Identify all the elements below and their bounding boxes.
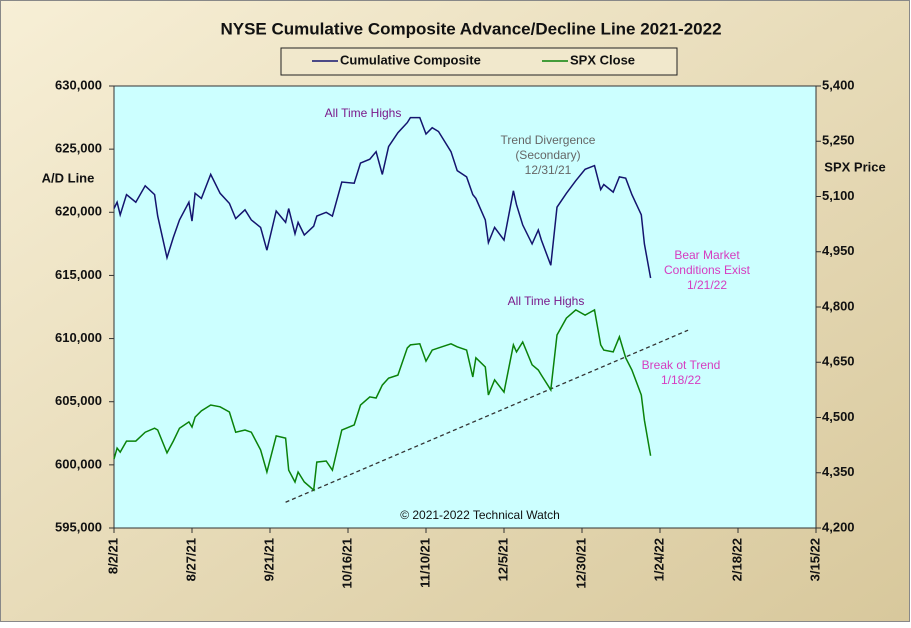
y2-axis-label: SPX Price bbox=[824, 159, 885, 174]
x-tick-label: 3/15/22 bbox=[807, 538, 822, 581]
y2-tick-label: 4,350 bbox=[822, 464, 855, 479]
legend bbox=[280, 47, 678, 76]
y-tick-label: 605,000 bbox=[55, 393, 102, 408]
y2-tick-label: 4,650 bbox=[822, 354, 855, 369]
y2-tick-label: 4,800 bbox=[822, 298, 855, 313]
annotation: 1/21/22 bbox=[687, 278, 727, 292]
footer: © 2021-2022 Technical Watch bbox=[400, 508, 560, 522]
trendline bbox=[285, 329, 689, 503]
annotation: Bear Market bbox=[674, 248, 740, 262]
annotation: (Secondary) bbox=[515, 148, 580, 162]
x-tick-label: 8/27/21 bbox=[183, 538, 198, 581]
y2-tick-label: 5,400 bbox=[822, 77, 855, 92]
x-tick-label: 1/24/22 bbox=[651, 538, 666, 581]
annotation: All Time Highs bbox=[325, 106, 402, 120]
annotation: Trend Divergence bbox=[501, 133, 596, 147]
chart-title: NYSE Cumulative Composite Advance/Declin… bbox=[220, 19, 721, 38]
y-tick-label: 610,000 bbox=[55, 330, 102, 345]
y-tick-label: 595,000 bbox=[55, 519, 102, 534]
x-tick-label: 12/5/21 bbox=[495, 538, 510, 581]
annotation: 12/31/21 bbox=[525, 163, 572, 177]
y-axis-label: A/D Line bbox=[42, 170, 95, 185]
y2-tick-label: 4,500 bbox=[822, 409, 855, 424]
series-line bbox=[113, 308, 652, 492]
y-tick-label: 615,000 bbox=[55, 267, 102, 282]
x-tick-label: 10/16/21 bbox=[339, 538, 354, 589]
y2-tick-label: 4,950 bbox=[822, 243, 855, 258]
x-tick-label: 12/30/21 bbox=[573, 538, 588, 589]
x-tick-label: 9/21/21 bbox=[261, 538, 276, 581]
y2-tick-label: 5,250 bbox=[822, 133, 855, 148]
annotation: 1/18/22 bbox=[661, 373, 701, 387]
plot-area bbox=[113, 85, 817, 529]
x-tick-label: 11/10/21 bbox=[417, 538, 432, 588]
y2-tick-label: 4,200 bbox=[822, 519, 855, 534]
y-tick-label: 620,000 bbox=[55, 204, 102, 219]
x-tick-label: 8/2/21 bbox=[105, 538, 120, 574]
annotation: Conditions Exist bbox=[664, 263, 751, 277]
annotation: All Time Highs bbox=[508, 294, 585, 308]
annotation: Break ot Trend bbox=[642, 358, 721, 372]
x-tick-label: 2/18/22 bbox=[729, 538, 744, 581]
y2-tick-label: 5,100 bbox=[822, 188, 855, 203]
y-tick-label: 600,000 bbox=[55, 456, 102, 471]
legend-label: Cumulative Composite bbox=[340, 52, 481, 67]
y-tick-label: 630,000 bbox=[55, 77, 102, 92]
legend-label: SPX Close bbox=[570, 52, 635, 67]
series-line bbox=[113, 116, 652, 279]
y-tick-label: 625,000 bbox=[55, 141, 102, 156]
